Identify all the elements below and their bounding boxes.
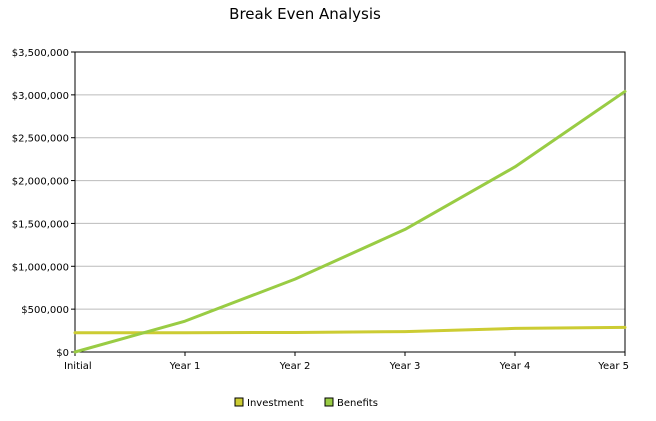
x-tick-label: Year 3 xyxy=(389,361,421,372)
y-tick-label: $0 xyxy=(56,348,69,359)
y-tick-label: $1,500,000 xyxy=(12,219,69,230)
legend-swatch-investment xyxy=(234,397,244,407)
chart-title: Break Even Analysis xyxy=(229,5,381,23)
y-tick-label: $500,000 xyxy=(21,305,69,316)
y-tick-label: $1,000,000 xyxy=(12,262,69,273)
grid-lines xyxy=(75,94,625,310)
y-tick-label: $2,000,000 xyxy=(12,177,69,188)
x-tick-label: Year 4 xyxy=(499,361,531,372)
legend: Investment Benefits xyxy=(234,397,378,409)
series-lines xyxy=(73,89,627,354)
x-tick-label: Year 5 xyxy=(597,361,629,372)
x-tick-label: Year 1 xyxy=(169,361,201,372)
x-axis-ticks: Initial Year 1 Year 2 Year 3 Year 4 Year 5 xyxy=(64,352,629,372)
series-line-benefits xyxy=(73,89,627,354)
x-tick-label: Year 2 xyxy=(279,361,311,372)
y-tick-label: $3,500,000 xyxy=(12,48,69,59)
x-tick-label: Initial xyxy=(64,361,92,372)
legend-label-investment: Investment xyxy=(247,398,304,409)
series-line-investment xyxy=(73,325,627,335)
plot-area-frame xyxy=(74,51,626,353)
y-tick-label: $3,000,000 xyxy=(12,91,69,102)
legend-label-benefits: Benefits xyxy=(337,398,378,409)
y-axis-ticks: $0 $500,000 $1,000,000 $1,500,000 $2,000,000… xyxy=(12,48,75,359)
y-tick-label: $2,500,000 xyxy=(12,134,69,145)
legend-swatch-benefits xyxy=(324,397,334,407)
